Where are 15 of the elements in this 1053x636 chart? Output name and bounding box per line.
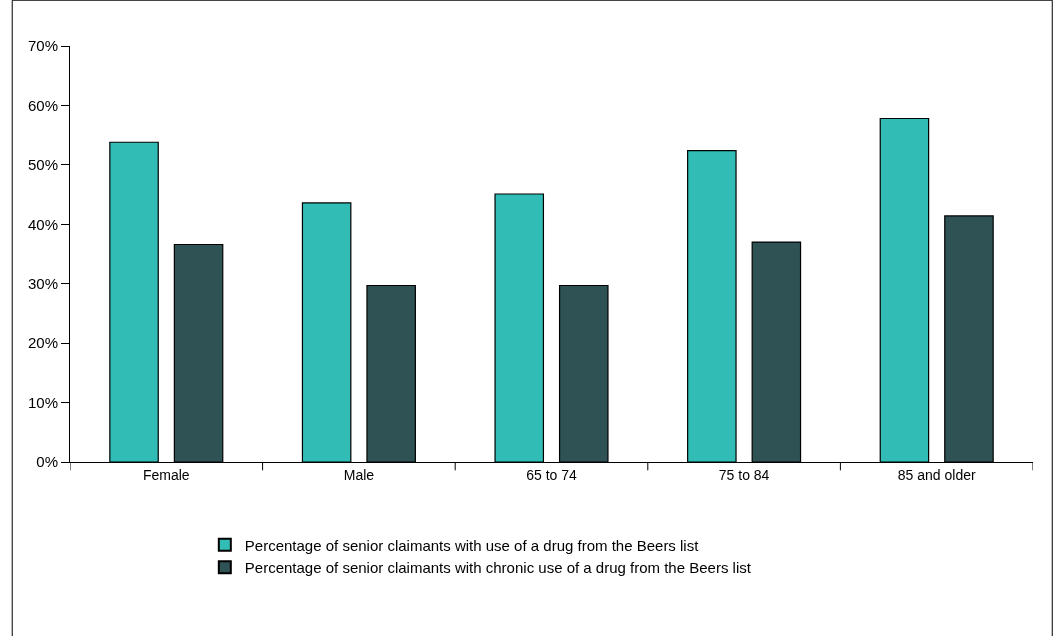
x-tick-label: Male bbox=[343, 466, 375, 483]
legend-label: Percentage of senior claimants with chronic use of a drug from the Beers list bbox=[244, 559, 752, 577]
y-tick-label: 50% bbox=[27, 156, 58, 174]
x-tick-label: 85 and older bbox=[897, 466, 976, 483]
x-tick-label: Female bbox=[142, 466, 190, 483]
x-tick-label: 65 to 74 bbox=[526, 466, 578, 483]
y-tick-label: 10% bbox=[27, 393, 58, 411]
y-tick-label: 60% bbox=[27, 96, 58, 114]
y-tick-label: 70% bbox=[27, 37, 58, 55]
y-tick-label: 30% bbox=[27, 274, 58, 292]
x-tick-label: 75 to 84 bbox=[718, 466, 770, 483]
y-tick-label: 40% bbox=[27, 215, 58, 233]
y-tick-label: 20% bbox=[27, 334, 58, 352]
y-tick-label: 0% bbox=[36, 453, 58, 471]
legend-label: Percentage of senior claimants with use of a drug from the Beers list bbox=[244, 536, 700, 554]
